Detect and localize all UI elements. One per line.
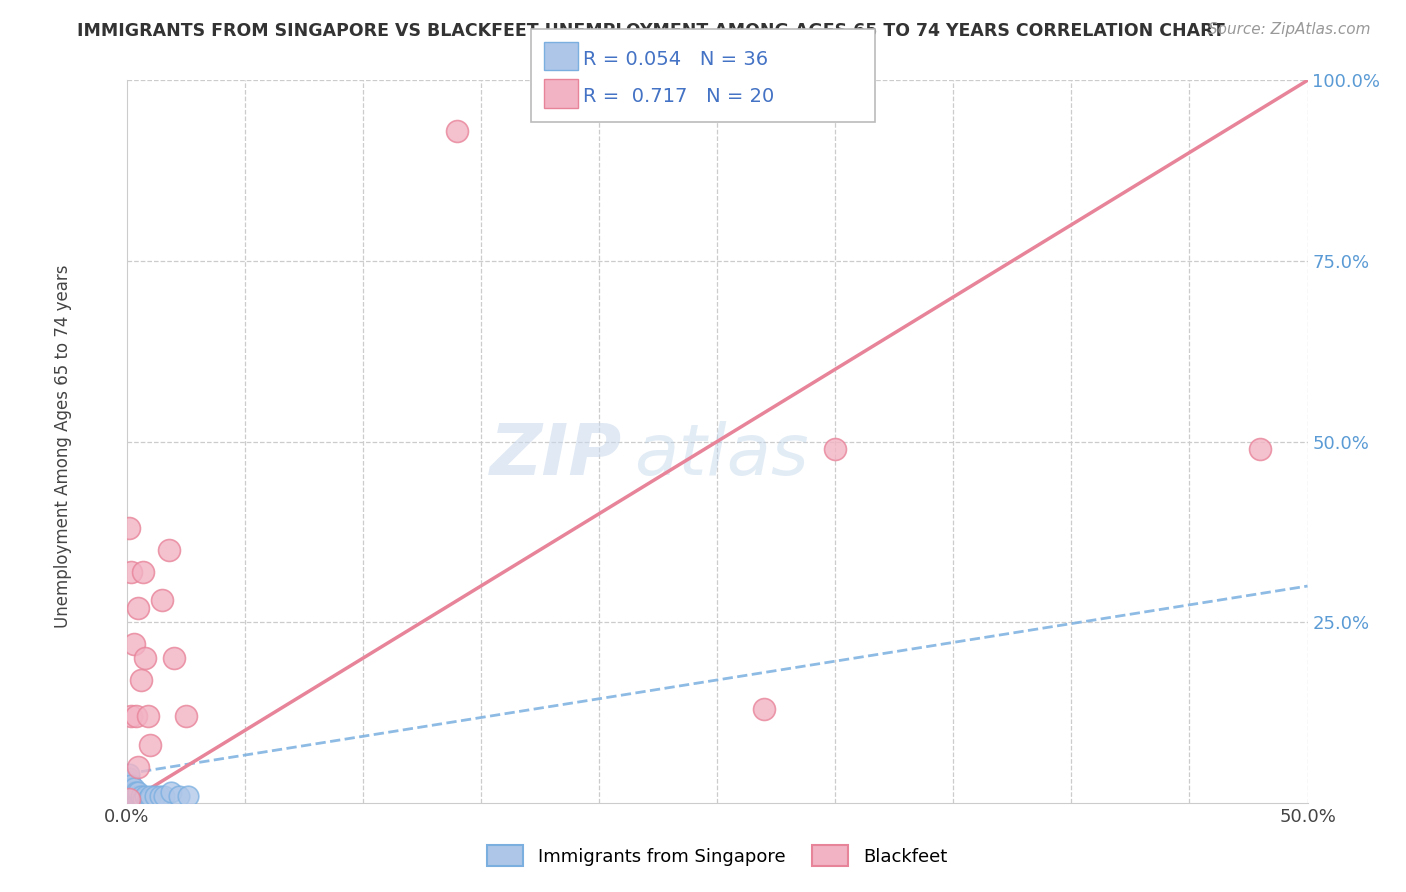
Point xyxy=(120,565,142,579)
Point xyxy=(120,785,142,799)
Point xyxy=(129,673,152,687)
Point xyxy=(118,521,141,535)
Point xyxy=(139,792,162,806)
Point xyxy=(125,792,148,806)
Text: IMMIGRANTS FROM SINGAPORE VS BLACKFEET UNEMPLOYMENT AMONG AGES 65 TO 74 YEARS CO: IMMIGRANTS FROM SINGAPORE VS BLACKFEET U… xyxy=(77,22,1225,40)
Point xyxy=(134,651,156,665)
Point xyxy=(118,792,141,806)
Text: atlas: atlas xyxy=(634,422,808,491)
Point xyxy=(118,781,141,796)
Point xyxy=(157,542,180,557)
Point xyxy=(153,789,176,803)
Point xyxy=(120,778,142,792)
Point xyxy=(125,785,148,799)
Point xyxy=(136,709,159,723)
Point xyxy=(118,785,141,799)
Point xyxy=(136,792,159,806)
Text: R =  0.717   N = 20: R = 0.717 N = 20 xyxy=(583,87,775,106)
Point xyxy=(118,771,141,785)
Point xyxy=(127,792,149,806)
Point xyxy=(125,789,148,803)
Point xyxy=(122,792,145,806)
Point xyxy=(118,774,141,789)
Point xyxy=(120,792,142,806)
Point xyxy=(120,789,142,803)
Legend: Immigrants from Singapore, Blackfeet: Immigrants from Singapore, Blackfeet xyxy=(479,838,955,873)
Point xyxy=(163,651,186,665)
Point xyxy=(167,789,190,803)
Point xyxy=(118,792,141,806)
Point xyxy=(139,789,162,803)
Point xyxy=(127,760,149,774)
Point xyxy=(754,702,776,716)
Point xyxy=(177,789,200,803)
Point xyxy=(132,565,155,579)
Point xyxy=(120,709,142,723)
Point xyxy=(824,442,846,456)
Point xyxy=(127,785,149,799)
Point xyxy=(125,709,148,723)
Point xyxy=(149,789,172,803)
Point xyxy=(129,792,152,806)
Point xyxy=(446,124,468,138)
Point xyxy=(118,789,141,803)
Point xyxy=(143,789,166,803)
Text: R = 0.054   N = 36: R = 0.054 N = 36 xyxy=(583,50,769,70)
Point xyxy=(127,789,149,803)
Point xyxy=(118,778,141,792)
Point xyxy=(174,709,197,723)
Point xyxy=(127,600,149,615)
Text: Unemployment Among Ages 65 to 74 years: Unemployment Among Ages 65 to 74 years xyxy=(55,264,72,628)
Point xyxy=(129,789,152,803)
Point xyxy=(122,789,145,803)
Point xyxy=(122,637,145,651)
Point xyxy=(160,785,183,799)
Point xyxy=(120,781,142,796)
Point xyxy=(1249,442,1271,456)
Point xyxy=(134,789,156,803)
Point xyxy=(132,792,155,806)
Point xyxy=(118,767,141,781)
Point xyxy=(150,593,173,607)
Point xyxy=(122,785,145,799)
Point xyxy=(122,781,145,796)
Text: Source: ZipAtlas.com: Source: ZipAtlas.com xyxy=(1208,22,1371,37)
Point xyxy=(139,738,162,752)
Text: ZIP: ZIP xyxy=(491,422,623,491)
